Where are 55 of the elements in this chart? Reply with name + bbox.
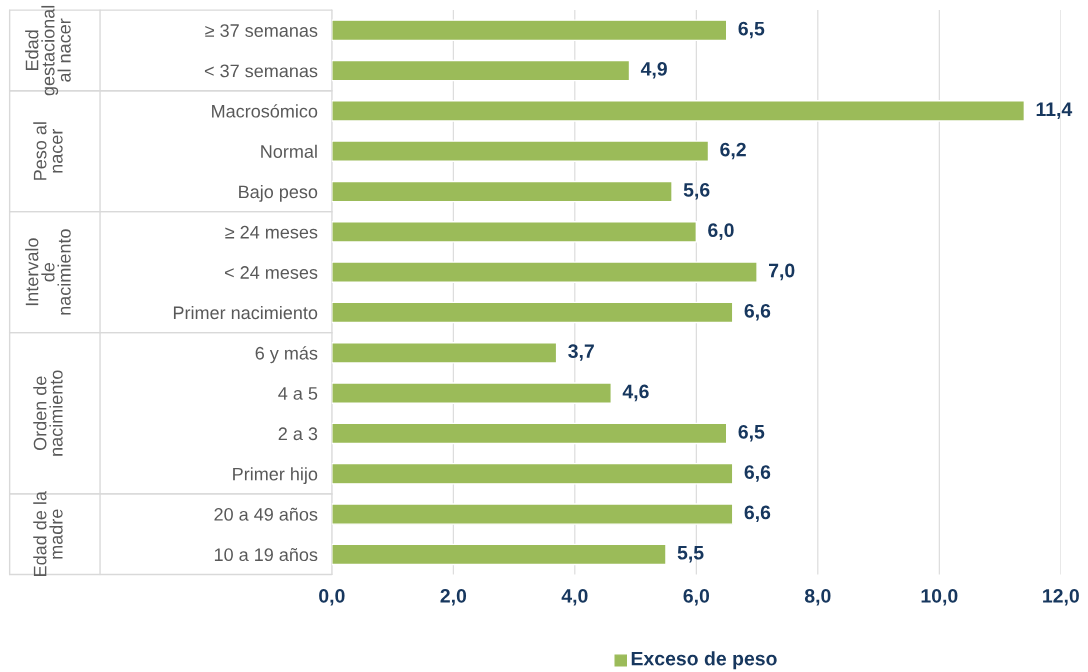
bar [331,180,673,203]
data-label: 4,9 [640,62,667,79]
text: Peso al nacer [33,122,63,180]
y-tick-label: < 24 meses [225,266,318,279]
x-tick-label: 2,0 [440,588,467,606]
bar [331,382,612,404]
bar [331,301,734,324]
y-tick-label: 10 a 19 años [214,547,318,562]
bar [331,503,734,525]
data-label: 5,5 [677,546,704,563]
x-tick-label: 0,0 [319,588,345,606]
data-label: 6,6 [744,303,771,321]
x-tick-label: 12,0 [1043,588,1079,606]
bar [331,59,631,82]
bar [331,342,558,364]
data-label: 4,6 [622,384,649,402]
y-tick-label: Macrosómico [212,104,318,118]
data-label: 6,2 [720,142,746,160]
x-tick-label: 4,0 [561,588,588,606]
y-tick-label: < 37 semanas [204,64,318,78]
data-label: 6,0 [708,223,734,240]
y-tick-label: ≥ 37 semanas [205,24,318,37]
x-tick-label: 8,0 [804,588,831,606]
bar [331,462,734,485]
data-label: 11,4 [1036,102,1073,119]
data-label: 6,5 [738,424,765,442]
data-label: 7,0 [769,263,795,281]
bar [331,140,710,162]
legend-label: Exceso de peso [631,651,777,670]
x-tick-label: 6,0 [683,588,710,606]
text: Edad gestacional al nacer [25,5,71,96]
bar [331,543,667,566]
data-label: 6,6 [744,465,771,482]
y-tick-label: 20 a 49 años [214,507,318,521]
data-label: 5,6 [683,182,710,200]
x-tick-label: 10,0 [921,588,958,606]
text: Edad de la madre [33,491,63,576]
bar [331,19,728,42]
y-tick-label: Primer nacimiento [173,305,318,320]
y-tick-label: 2 a 3 [278,427,318,441]
y-tick-label: Bajo peso [239,184,318,202]
y-tick-label: Normal [261,144,317,158]
bar [331,221,698,243]
data-label: 6,6 [744,505,771,523]
y-tick-label: 6 y más [255,346,318,364]
y-tick-label: ≥ 24 meses [225,225,318,239]
y-tick-label: Primer hijo [233,467,318,485]
text: Orden de nacimiento [33,370,63,456]
bar [331,261,758,283]
data-label: 3,7 [568,344,594,361]
y-tick-label: 4 a 5 [278,387,318,400]
text: Intervalo de nacimiento [25,229,71,315]
bar [331,422,728,445]
data-label: 6,5 [738,21,765,39]
bar [331,100,1026,122]
